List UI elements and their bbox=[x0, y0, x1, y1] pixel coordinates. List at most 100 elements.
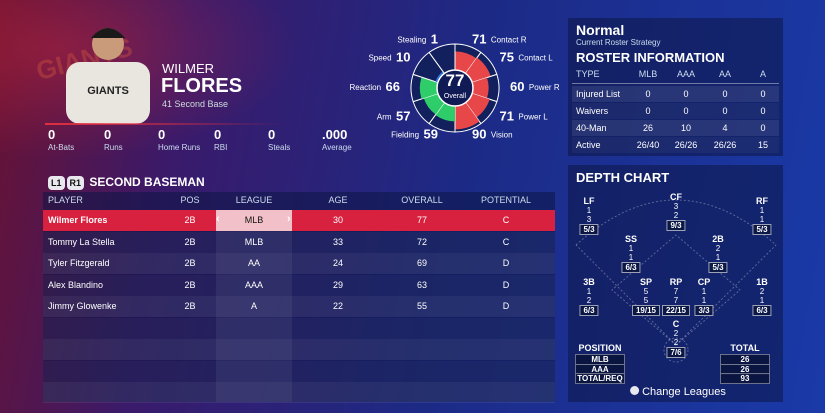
roster-row-bg bbox=[572, 103, 779, 119]
position-aaa: 7 bbox=[673, 296, 679, 305]
rating-value: 57 bbox=[396, 109, 410, 124]
position-aaa: 1 bbox=[759, 215, 765, 224]
roster-row-bg bbox=[572, 86, 779, 102]
stat-label: Home Runs bbox=[158, 143, 201, 152]
table-row bbox=[43, 296, 555, 317]
legend-total: 93 bbox=[720, 373, 770, 384]
roster-cell: 10 bbox=[680, 123, 692, 133]
stat-value: 0 bbox=[268, 127, 276, 142]
rating-label: 71 Power L bbox=[499, 109, 548, 126]
stat-value: 0 bbox=[48, 127, 56, 142]
table-cell: 22 bbox=[332, 301, 344, 311]
stat-value: 0 bbox=[214, 127, 222, 142]
league-selector bbox=[216, 210, 292, 231]
player-photo: GIANTS GIANTS bbox=[33, 28, 150, 124]
position-name: SP bbox=[639, 277, 653, 287]
rating-wedge bbox=[419, 77, 438, 99]
table-cell: 30 bbox=[332, 215, 344, 225]
position-name: SS bbox=[624, 234, 638, 244]
position-aaa: 2 bbox=[586, 296, 592, 305]
rating-name: Vision bbox=[491, 131, 513, 140]
position-total: 7/6 bbox=[666, 347, 686, 358]
roster-cell: 0 bbox=[683, 106, 689, 116]
table-cell: 2B bbox=[184, 301, 196, 311]
position-name: RF bbox=[756, 196, 768, 206]
position-mlb: 2 bbox=[715, 244, 721, 253]
divider bbox=[45, 123, 285, 125]
position-total: 9/3 bbox=[666, 220, 686, 231]
rating-label: Reaction 66 bbox=[350, 79, 401, 96]
league-column bbox=[216, 210, 292, 402]
position-aaa: 2 bbox=[673, 211, 679, 220]
svg-text:GIANTS: GIANTS bbox=[87, 85, 129, 97]
rating-value: 66 bbox=[386, 79, 400, 94]
roster-column: AAA bbox=[676, 69, 696, 79]
position-name: 1B bbox=[756, 277, 768, 287]
l1-button[interactable]: L1 bbox=[48, 176, 65, 190]
column-header: OVERALL bbox=[401, 195, 443, 205]
position-mlb: 7 bbox=[673, 287, 679, 296]
table-row bbox=[43, 318, 555, 339]
rating-label: Arm 57 bbox=[377, 109, 411, 126]
rating-value: 90 bbox=[472, 127, 486, 142]
roster-cell: 0 bbox=[645, 106, 651, 116]
table-cell: AAA bbox=[244, 279, 264, 290]
stat-label: RBI bbox=[214, 143, 228, 152]
rating-name: Power L bbox=[518, 112, 548, 121]
table-row bbox=[43, 361, 555, 382]
rating-label: 75 Contact L bbox=[499, 50, 553, 67]
rating-name: Contact L bbox=[518, 54, 553, 63]
r1-button[interactable]: R1 bbox=[66, 176, 85, 190]
table-cell: MLB bbox=[244, 215, 264, 225]
stat-label: Average bbox=[322, 143, 352, 152]
table-cell: 24 bbox=[332, 258, 344, 268]
rating-name: Stealing bbox=[397, 36, 426, 45]
rating-name: Speed bbox=[368, 54, 391, 63]
overall-value: 77 bbox=[446, 71, 465, 90]
table-row bbox=[43, 253, 555, 274]
rating-label: Speed 10 bbox=[368, 50, 410, 67]
rating-wedge bbox=[455, 51, 477, 74]
rating-name: Arm bbox=[377, 112, 392, 121]
table-cell: 2B bbox=[184, 236, 196, 247]
position-total: 19/15 bbox=[631, 305, 661, 316]
position-name: CF bbox=[670, 192, 682, 202]
rating-wedge bbox=[435, 102, 455, 122]
legend-row: TOTAL/REQ bbox=[575, 373, 625, 384]
rating-wedge bbox=[472, 77, 489, 99]
rating-name: Power R bbox=[529, 83, 560, 92]
arrow-right[interactable]: › bbox=[287, 213, 291, 225]
table-cell: Tyler Fitzgerald bbox=[48, 258, 110, 268]
roster-cell: 0 bbox=[683, 89, 689, 99]
overall-circle bbox=[436, 69, 474, 107]
roster-column: A bbox=[759, 69, 767, 79]
position-total: 3/3 bbox=[694, 305, 714, 316]
table-cell: C bbox=[502, 236, 510, 247]
position-total: 6/3 bbox=[621, 262, 641, 273]
stat-value: .000 bbox=[322, 127, 348, 142]
rating-value: 60 bbox=[510, 79, 524, 94]
roster-cell: 0 bbox=[722, 89, 728, 99]
position-aaa: 5 bbox=[643, 296, 649, 305]
roster-cell: 0 bbox=[760, 89, 766, 99]
table-cell: Wilmer Flores bbox=[48, 215, 108, 225]
table-cell: 72 bbox=[416, 236, 428, 247]
arrow-left[interactable]: ‹ bbox=[216, 213, 220, 225]
position-name: CP bbox=[697, 277, 711, 287]
position-total: 5/3 bbox=[752, 224, 772, 235]
table-row bbox=[43, 275, 555, 296]
rating-label: 90 Vision bbox=[472, 127, 513, 144]
roster-column: MLB bbox=[638, 69, 658, 79]
rating-wedge bbox=[465, 93, 490, 118]
position-total: 5/3 bbox=[579, 224, 599, 235]
position-total: 5/3 bbox=[708, 262, 728, 273]
table-cell: 69 bbox=[416, 258, 428, 268]
change-leagues-button[interactable]: Change Leagues bbox=[630, 386, 726, 398]
roster-title: ROSTER INFORMATION bbox=[576, 50, 725, 65]
stat-label: Steals bbox=[268, 143, 291, 152]
rating-wedge bbox=[423, 93, 445, 115]
table-cell: Tommy La Stella bbox=[48, 236, 115, 247]
table-cell: C bbox=[502, 215, 510, 225]
column-header: POTENTIAL bbox=[480, 195, 532, 205]
